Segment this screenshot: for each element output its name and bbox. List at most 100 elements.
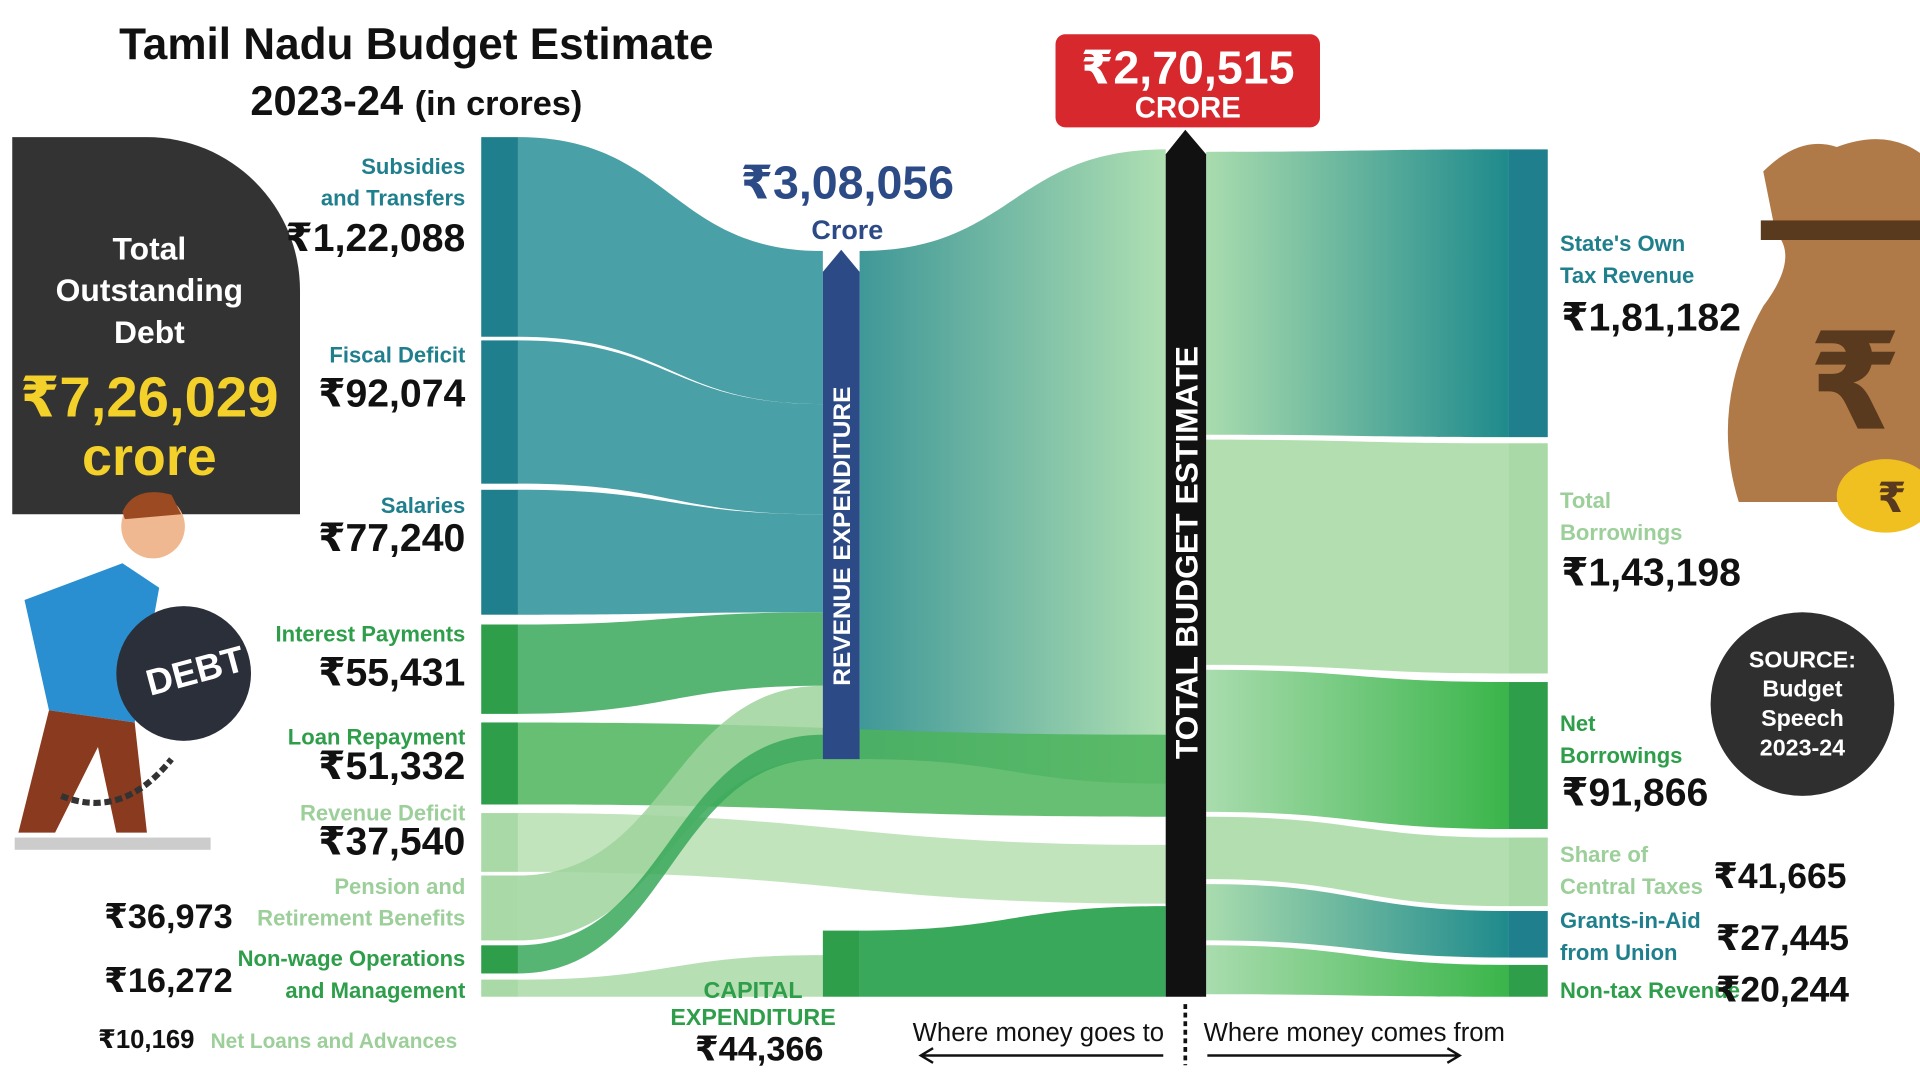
capital-expenditure-amount: ₹44,366 xyxy=(695,1030,824,1068)
receipt-amount: ₹1,81,182 xyxy=(1561,297,1741,340)
expenditure-amount: ₹1,22,088 xyxy=(286,217,466,260)
revenue-expenditure-bar xyxy=(822,249,860,760)
expenditure-bar-5 xyxy=(481,813,518,872)
receipt-label: Share of xyxy=(1560,842,1649,867)
receipt-label: Non-tax Revenue xyxy=(1560,978,1740,1003)
sankey-flows xyxy=(517,137,1509,997)
flow-expenditure-0 xyxy=(517,137,823,405)
expenditure-label: Salaries xyxy=(381,493,466,518)
flow-expenditure-6 xyxy=(517,685,823,941)
flow-receipt-0 xyxy=(1206,149,1509,438)
expenditure-label: Subsidies xyxy=(361,154,465,179)
expenditure-label-2: and Management xyxy=(285,978,466,1003)
receipt-bar-0 xyxy=(1508,149,1548,438)
capital-expenditure-label-2: EXPENDITURE xyxy=(670,1004,835,1030)
receipt-amount: ₹91,866 xyxy=(1561,772,1708,815)
source-l3: Speech xyxy=(1761,705,1844,731)
receipt-label-2: Borrowings xyxy=(1560,520,1682,545)
expenditure-label-2: Retirement Benefits xyxy=(257,906,465,931)
receipt-bar-2 xyxy=(1508,682,1548,829)
expenditure-amount: ₹10,169 xyxy=(98,1026,195,1054)
expenditure-amount: ₹77,240 xyxy=(318,517,465,560)
receipt-bar-3 xyxy=(1508,837,1548,907)
revenue-expenditure-bar-label: REVENUE EXPENDITURE xyxy=(829,387,856,686)
expenditure-amount: ₹36,973 xyxy=(104,898,233,936)
source-l1: SOURCE: xyxy=(1749,646,1856,672)
receipt-amount: ₹41,665 xyxy=(1713,856,1846,896)
capital-expenditure-label-1: CAPITAL xyxy=(704,977,803,1003)
receipt-labels: State's Own Tax Revenue ₹1,81,182 Total Borr… xyxy=(1560,231,1849,1010)
expenditure-bar-8 xyxy=(481,979,518,997)
money-bag-icon: ₹ ₹ xyxy=(1727,139,1920,533)
revenue-expenditure-unit: Crore xyxy=(811,215,883,245)
receipt-label-2: Borrowings xyxy=(1560,743,1682,768)
receipt-bar-4 xyxy=(1508,911,1548,958)
svg-text:₹: ₹ xyxy=(1808,307,1902,458)
expenditure-amount: ₹55,431 xyxy=(318,652,465,695)
receipt-bars xyxy=(1508,149,1548,997)
expenditure-bar-4 xyxy=(481,722,518,805)
flow-receipt-2 xyxy=(1206,669,1509,829)
flow-expenditure-8 xyxy=(517,955,823,997)
receipt-amount: ₹1,43,198 xyxy=(1561,551,1741,594)
expenditure-bar-6 xyxy=(481,875,518,941)
expenditure-label: Pension and xyxy=(334,874,465,899)
flow-expenditure-2 xyxy=(517,489,823,615)
source-badge xyxy=(1710,612,1895,796)
flow-receipt-4 xyxy=(1206,884,1509,958)
svg-text:₹: ₹ xyxy=(1877,474,1906,521)
expenditure-label: Interest Payments xyxy=(276,622,466,647)
receipt-bar-1 xyxy=(1508,443,1548,674)
expenditure-amount: ₹51,332 xyxy=(318,745,465,788)
flow-expenditure-1 xyxy=(517,340,823,515)
receipt-label: Net xyxy=(1560,711,1596,736)
receipt-label-2: Tax Revenue xyxy=(1560,263,1694,288)
expenditure-labels: Subsidies and Transfers ₹1,22,088 Fiscal De… xyxy=(98,154,466,1054)
expenditure-amount: ₹92,074 xyxy=(318,373,465,416)
expenditure-label: Net Loans and Advances xyxy=(211,1030,458,1053)
receipt-amount: ₹20,244 xyxy=(1716,970,1850,1010)
receipt-label: State's Own xyxy=(1560,231,1685,256)
expenditure-bar-7 xyxy=(481,945,518,974)
debt-label-2: Outstanding xyxy=(56,272,243,308)
total-budget-box xyxy=(1055,34,1320,128)
flow-capital-to-total xyxy=(859,906,1166,997)
flow-receipt-1 xyxy=(1206,439,1509,674)
expenditure-amount: ₹37,540 xyxy=(318,821,465,864)
expenditure-bar-3 xyxy=(481,624,518,714)
expenditure-label: Loan Repayment xyxy=(288,724,466,749)
receipt-bar-5 xyxy=(1508,964,1548,997)
source-l4: 2023-24 xyxy=(1760,735,1845,761)
arrow-left-icon xyxy=(918,1047,1164,1064)
receipt-label: Total xyxy=(1560,488,1611,513)
man-carrying-debt-illustration: DEBT xyxy=(14,492,252,850)
debt-panel xyxy=(12,137,300,515)
receipt-label-2: from Union xyxy=(1560,940,1677,965)
source-l2: Budget xyxy=(1762,676,1842,702)
expenditure-bar-2 xyxy=(481,489,518,615)
expenditure-bar-0 xyxy=(481,137,518,337)
debt-unit: crore xyxy=(82,427,217,487)
where-money-comes-label: Where money comes from xyxy=(1204,1019,1505,1047)
expenditure-bars xyxy=(481,137,518,997)
total-budget-unit: CRORE xyxy=(1135,92,1241,125)
total-budget-amount: ₹2,70,515 xyxy=(1081,41,1294,93)
flow-expenditure-3 xyxy=(517,612,823,714)
arrow-right-icon xyxy=(1207,1047,1462,1064)
receipt-amount: ₹27,445 xyxy=(1716,918,1849,958)
flow-revenue-to-total xyxy=(859,149,1166,784)
flow-receipt-5 xyxy=(1206,945,1509,997)
flow-receipt-3 xyxy=(1206,816,1509,907)
debt-amount: ₹7,26,029 xyxy=(20,365,278,428)
receipt-label-2: Central Taxes xyxy=(1560,874,1703,899)
total-budget-bar-label: TOTAL BUDGET ESTIMATE xyxy=(1169,346,1205,759)
capital-expenditure-bar xyxy=(822,930,860,997)
expenditure-label: Fiscal Deficit xyxy=(329,342,466,367)
debt-label-3: Debt xyxy=(114,314,185,350)
receipt-label: Grants-in-Aid xyxy=(1560,908,1701,933)
total-budget-bar xyxy=(1165,129,1207,997)
expenditure-label-2: and Transfers xyxy=(321,186,465,211)
expenditure-label: Non-wage Operations xyxy=(238,946,466,971)
flow-expenditure-7 xyxy=(517,734,823,974)
